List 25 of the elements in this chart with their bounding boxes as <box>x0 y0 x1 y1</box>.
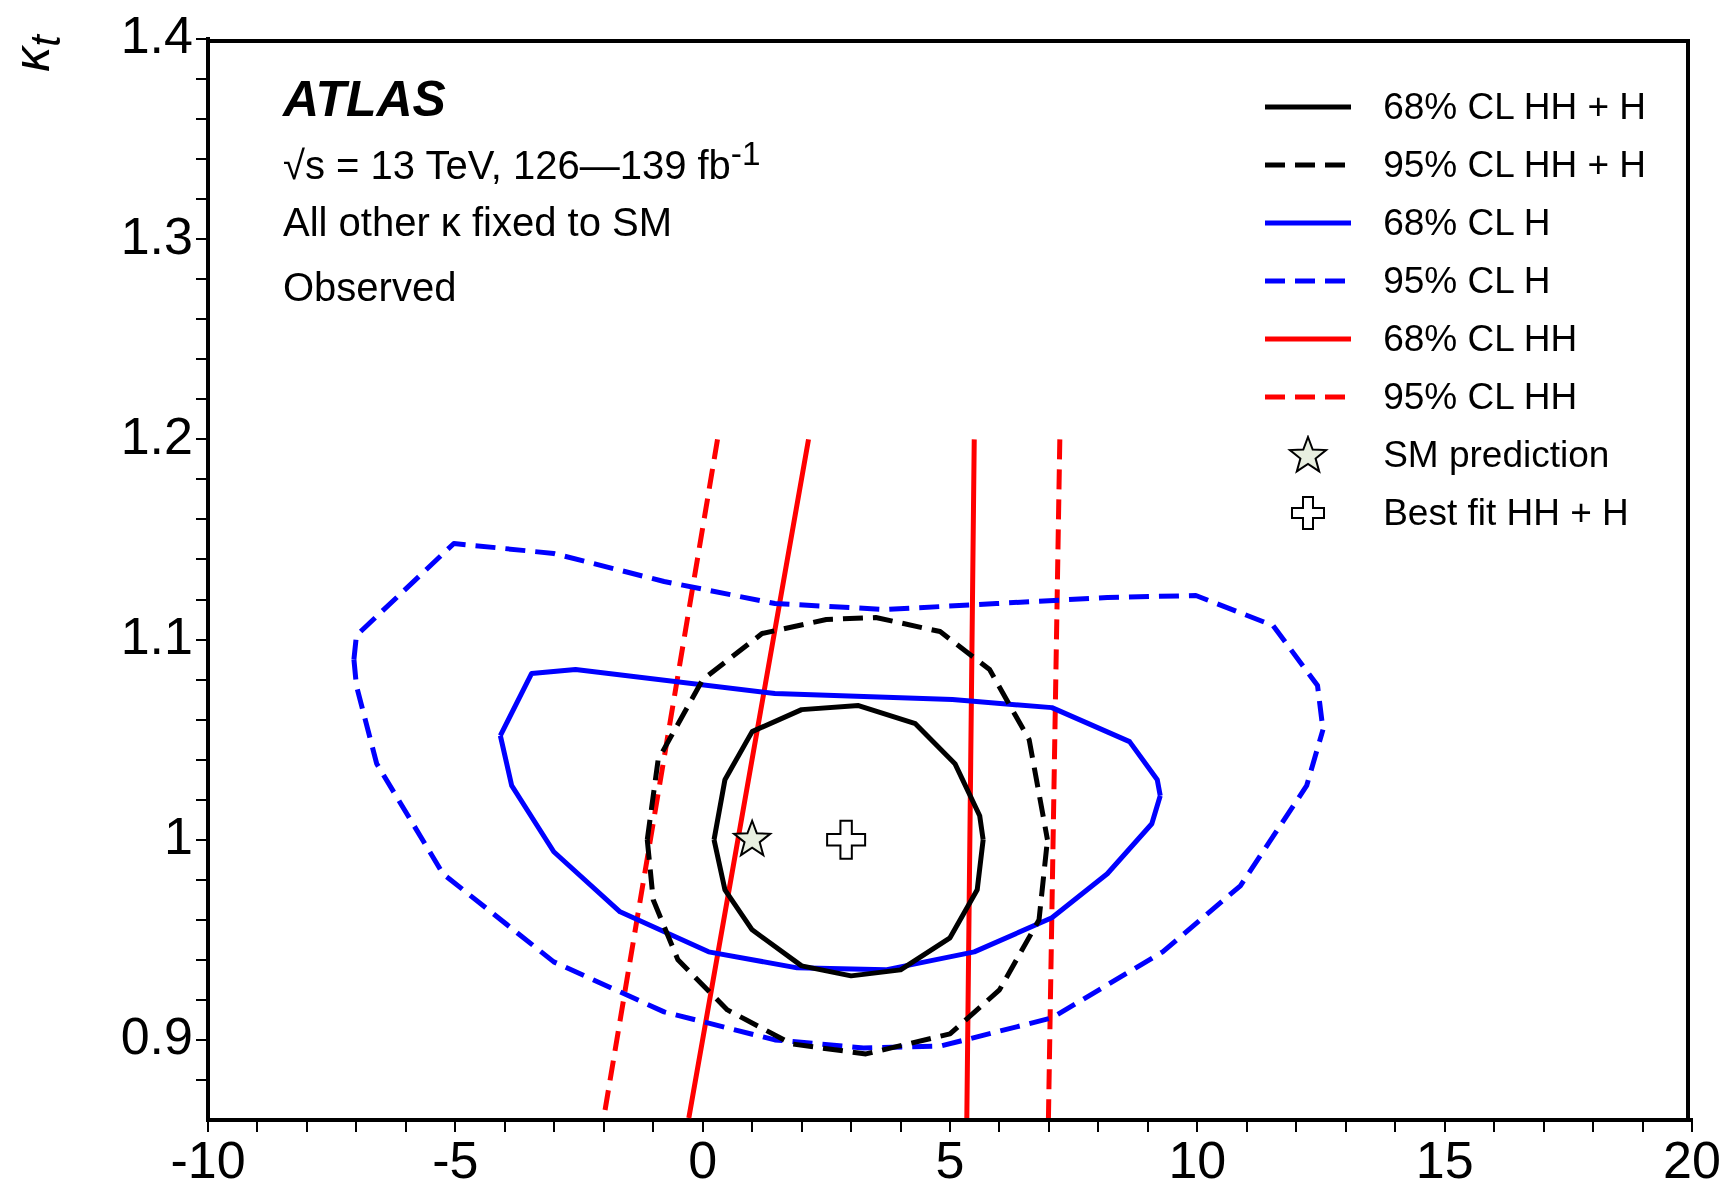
x-tick-label: 15 <box>1415 1130 1474 1187</box>
y-tick-label: 1.4 <box>120 6 193 65</box>
x-tick-label: 5 <box>935 1130 965 1187</box>
legend-label: 95% CL HH + H <box>1383 144 1646 186</box>
legend-label: 68% CL HH <box>1383 318 1578 360</box>
x-tick-label: -5 <box>432 1130 479 1187</box>
annotation: ATLAS <box>283 70 446 128</box>
legend-label: 68% CL HH + H <box>1383 86 1646 128</box>
y-tick-label: 1.3 <box>120 206 193 265</box>
legend-label: 95% CL H <box>1383 260 1551 302</box>
x-tick-label: 0 <box>688 1130 718 1187</box>
y-tick-label: 1 <box>164 807 193 866</box>
x-tick-label: 20 <box>1663 1130 1721 1187</box>
legend-label: Best fit HH + H <box>1383 492 1629 534</box>
x-tick-label: 10 <box>1168 1130 1227 1187</box>
legend-label: 68% CL H <box>1383 202 1551 244</box>
legend-label: SM prediction <box>1383 434 1610 476</box>
x-tick-label: -10 <box>170 1130 246 1187</box>
y-tick-label: 1.1 <box>120 606 193 665</box>
y-tick-label: 1.2 <box>120 406 193 465</box>
annotation: All other κ fixed to SM <box>283 200 673 245</box>
y-tick-label: 0.9 <box>120 1007 193 1066</box>
annotation: Observed <box>283 265 457 310</box>
legend-label: 95% CL HH <box>1383 376 1578 418</box>
annotation: √s = 13 TeV, 126—139 fb$^{-1}$ <box>283 135 761 189</box>
